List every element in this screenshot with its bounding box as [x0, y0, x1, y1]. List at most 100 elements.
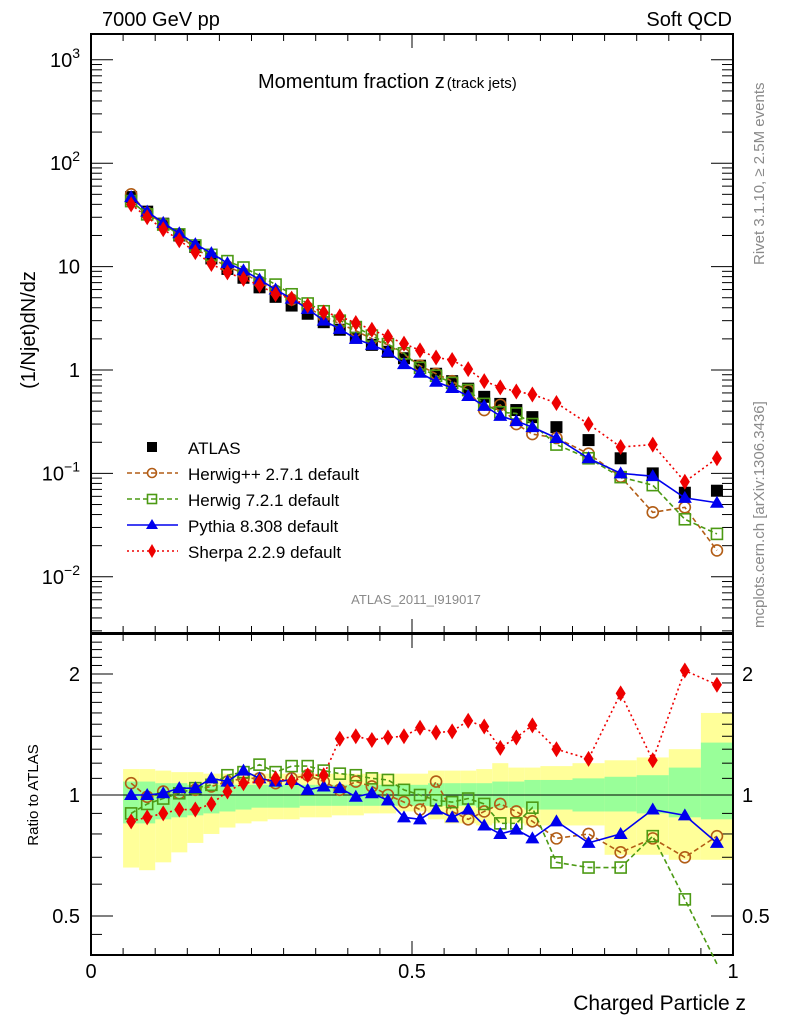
diamond-marker	[583, 416, 594, 433]
legend-label: Herwig++ 2.7.1 default	[188, 465, 359, 484]
y-tick-label: 102	[50, 148, 80, 175]
legend-label: Pythia 8.308 default	[188, 517, 339, 536]
diamond-marker	[583, 750, 594, 767]
triangle-marker	[429, 374, 444, 387]
triangle-marker	[364, 337, 379, 350]
triangle-marker	[413, 365, 428, 378]
legend-label: ATLAS	[188, 439, 241, 458]
triangle-marker	[549, 814, 564, 827]
triangle-marker	[613, 466, 628, 479]
triangle-marker	[364, 786, 379, 799]
triangle-marker	[645, 802, 660, 815]
triangle-marker	[493, 826, 508, 839]
triangle-marker	[461, 389, 476, 402]
diamond-marker	[711, 676, 722, 693]
triangle-marker	[204, 246, 219, 259]
square-marker	[710, 527, 724, 541]
main-data	[124, 188, 724, 557]
diamond-marker	[126, 196, 137, 213]
diamond-marker	[511, 729, 522, 746]
header-left-label: 7000 GeV pp	[102, 9, 220, 31]
diamond-marker	[431, 349, 442, 366]
ratio-y-tick-label-right: 2	[742, 664, 753, 686]
atlas-marker	[614, 452, 627, 465]
square-marker	[349, 768, 363, 782]
diamond-marker	[415, 719, 426, 736]
x-tick-label: 0	[85, 961, 96, 983]
diamond-marker	[254, 773, 265, 790]
diamond-marker	[647, 752, 658, 769]
triangle-marker	[509, 822, 524, 835]
stat-uncertainty-band	[123, 781, 140, 824]
diamond-marker	[679, 662, 690, 679]
triangle-marker	[549, 430, 564, 443]
atlas-marker	[582, 434, 595, 447]
triangle-marker	[493, 408, 508, 421]
triangle-marker	[709, 835, 724, 848]
analysis-id-label: ATLAS_2011_I919017	[351, 592, 481, 607]
ratio-y-axis-label: Ratio to ATLAS	[25, 744, 42, 845]
triangle-marker	[332, 781, 347, 794]
stat-uncertainty-band	[283, 784, 300, 808]
diamond-marker	[479, 718, 490, 735]
circle-marker	[477, 805, 491, 818]
y-tick-label: 103	[50, 45, 80, 72]
circle-marker	[550, 832, 563, 845]
square-marker	[146, 493, 158, 505]
circle-marker	[146, 467, 158, 479]
rivet-label: Rivet 3.1.10, ≥ 2.5M events	[751, 83, 768, 266]
square-marker	[477, 797, 491, 811]
plot-title-main: Momentum fraction z	[258, 71, 445, 93]
diamond-marker	[398, 335, 409, 352]
triangle-marker	[188, 781, 203, 794]
triangle-marker	[300, 782, 315, 795]
square-marker	[285, 759, 298, 773]
triangle-marker	[461, 802, 476, 815]
diamond-marker	[495, 739, 506, 756]
diamond-marker	[334, 730, 345, 747]
triangle-marker	[396, 810, 411, 823]
square-marker	[413, 788, 427, 802]
triangle-marker	[220, 256, 235, 269]
x-axis-label: Charged Particle z	[573, 992, 746, 1015]
diamond-marker	[711, 450, 722, 467]
mcplots-label: mcplots.cern.ch [arXiv:1306.3436]	[751, 401, 768, 628]
triangle-marker	[581, 835, 596, 848]
diamond-marker	[527, 386, 538, 403]
diamond-marker	[142, 209, 153, 226]
ratio-y-tick-label-right: 0.5	[742, 906, 770, 928]
diamond-marker	[463, 361, 474, 378]
diamond-marker	[126, 813, 137, 830]
square-marker	[614, 861, 627, 874]
square-marker	[445, 795, 459, 809]
diamond-marker	[238, 775, 249, 792]
diamond-marker	[206, 255, 217, 272]
square-marker	[333, 767, 347, 780]
diamond-marker	[447, 723, 458, 740]
triangle-marker	[509, 414, 524, 427]
x-tick-label: 0.5	[398, 961, 426, 983]
x-tick-label: 1	[727, 961, 738, 983]
square-marker	[582, 861, 595, 874]
square-marker	[526, 801, 539, 814]
diamond-marker	[190, 244, 201, 261]
triangle-marker	[677, 490, 692, 503]
square-marker	[381, 773, 395, 787]
square-marker	[646, 829, 660, 843]
triangle-marker	[677, 808, 692, 821]
header-right-label: Soft QCD	[646, 9, 732, 31]
diamond-marker	[302, 767, 313, 784]
y-tick-label: 10−1	[42, 458, 80, 485]
triangle-marker	[332, 321, 347, 334]
triangle-marker	[477, 398, 492, 411]
square-marker	[646, 478, 660, 492]
diamond-marker	[415, 342, 426, 359]
diamond-marker	[647, 436, 658, 453]
circle-marker	[349, 775, 363, 788]
diamond-marker	[142, 809, 153, 826]
triangle-marker	[188, 237, 203, 250]
diamond-marker	[398, 728, 409, 745]
triangle-marker	[413, 812, 428, 825]
diamond-marker	[495, 379, 506, 396]
triangle-marker	[613, 826, 628, 839]
